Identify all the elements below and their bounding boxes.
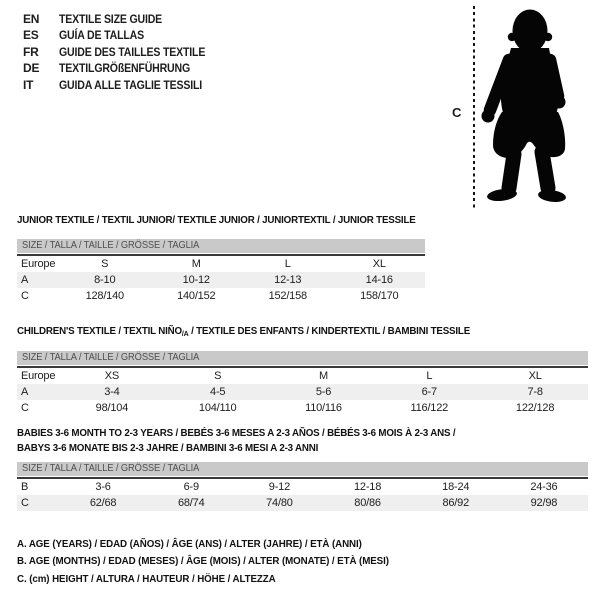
row-label: Europe: [21, 258, 56, 270]
header-separator: [17, 365, 588, 368]
junior-table-title: JUNIOR TEXTILE / TEXTIL JUNIOR/ TEXTILE …: [17, 214, 416, 226]
table-row: C 128/140 140/152 152/158 158/170: [17, 288, 425, 304]
row-label: Europe: [21, 370, 56, 382]
table-cell: 116/122: [410, 402, 449, 414]
height-measure-dashed-line: [473, 6, 475, 208]
table-cell: 3-4: [104, 386, 120, 398]
babies-table-title-line1: BABIES 3-6 MONTH TO 2-3 YEARS / BEBÉS 3-…: [17, 427, 456, 439]
size-header-label: SIZE / TALLA / TAILLE / GRÖSSE / TAGLIA: [22, 240, 200, 251]
row-label: C: [21, 497, 29, 509]
babies-table-rows: B 3-6 6-9 9-12 12-18 18-24 24-36 C 62/68 68/74 74/…: [17, 479, 588, 511]
language-guide-title: TEXTILGRÖßENFÜHRUNG: [59, 61, 191, 76]
table-cell: 92/98: [530, 497, 558, 509]
language-code: FR: [23, 44, 39, 59]
language-code: DE: [23, 61, 40, 76]
row-label: C: [21, 290, 29, 302]
table-cell: 110/116: [305, 402, 342, 414]
babies-table-title-line2: BABYS 3-6 MONATE BIS 2-3 JAHRE / BAMBINI…: [17, 442, 319, 455]
row-label: B: [21, 481, 29, 493]
table-cell: XL: [372, 258, 386, 270]
table-cell: L: [426, 370, 433, 382]
table-cell: M: [319, 370, 328, 382]
footnote-c: C. (cm) HEIGHT / ALTURA / HAUTEUR / HÖHE…: [17, 572, 276, 585]
table-cell: 98/104: [95, 402, 129, 414]
babies-size-table: SIZE / TALLA / TAILLE / GRÖSSE / TAGLIA …: [17, 462, 588, 511]
size-header-label: SIZE / TALLA / TAILLE / GRÖSSE / TAGLIA: [22, 352, 200, 363]
footnote-b: B. AGE (MONTHS) / EDAD (MESES) / ÂGE (MO…: [17, 555, 389, 568]
table-cell: 14-16: [365, 274, 393, 286]
table-cell: M: [191, 258, 201, 270]
junior-table-title-text: JUNIOR TEXTILE / TEXTIL JUNIOR/ TEXTILE …: [17, 214, 416, 226]
table-cell: 6-7: [421, 386, 438, 398]
header-separator: [17, 476, 588, 479]
height-measure-label: C: [452, 105, 462, 120]
children-table-title-post: / TEXTILE DES ENFANTS / KINDERTEXTIL / B…: [188, 325, 471, 337]
table-cell: S: [214, 370, 222, 382]
table-cell: 122/128: [515, 402, 555, 414]
row-label: A: [21, 274, 29, 286]
table-cell: 10-12: [182, 274, 210, 286]
table-row: B 3-6 6-9 9-12 12-18 18-24 24-36: [17, 479, 588, 495]
table-row: A 3-4 4-5 5-6 6-7 7-8: [17, 384, 588, 400]
table-cell: 12-13: [274, 274, 302, 286]
table-cell: 7-8: [527, 386, 543, 398]
language-guide-title: GUIDA ALLE TAGLIE TESSILI: [59, 77, 203, 92]
table-row: Europe XS S M L XL: [17, 368, 588, 384]
language-code: IT: [23, 77, 34, 92]
table-cell: 152/158: [268, 290, 308, 302]
table-cell: 3-6: [95, 481, 111, 493]
table-cell: 18-24: [442, 481, 470, 493]
header-separator: [17, 253, 425, 256]
table-cell: L: [284, 258, 291, 270]
junior-table-rows: Europe S M L XL A 8-10 10-12 12-13 14-16 C 128/140 1…: [17, 256, 425, 304]
table-cell: 140/152: [177, 290, 216, 302]
table-cell: XL: [528, 370, 542, 382]
table-row: C 98/104 104/110 110/116 116/122 122/128: [17, 400, 588, 416]
table-row: A 8-10 10-12 12-13 14-16: [17, 272, 425, 288]
table-cell: XS: [104, 370, 120, 382]
size-header-bar: SIZE / TALLA / TAILLE / GRÖSSE / TAGLIA: [17, 239, 425, 253]
size-header-label: SIZE / TALLA / TAILLE / GRÖSSE / TAGLIA: [22, 463, 200, 474]
table-cell: 12-18: [354, 481, 382, 493]
table-cell: 104/110: [198, 402, 237, 414]
table-cell: S: [101, 258, 109, 270]
children-table-title-sub: /A: [181, 329, 189, 338]
table-row: Europe S M L XL: [17, 256, 425, 272]
footnote-a: A. AGE (YEARS) / EDAD (AÑOS) / ÂGE (ANS)…: [17, 538, 362, 550]
footnotes: A. AGE (YEARS) / EDAD (AÑOS) / ÂGE (ANS)…: [17, 536, 417, 588]
language-guide-title: GUÍA DE TALLAS: [59, 28, 144, 43]
table-cell: 6-9: [183, 481, 200, 493]
row-label: A: [21, 386, 29, 398]
language-guide-title: GUIDE DES TAILLES TEXTILE: [59, 44, 206, 59]
language-title-list: EN TEXTILE SIZE GUIDE ES GUÍA DE TALLAS FR GU…: [23, 11, 225, 93]
table-cell: 86/92: [442, 497, 469, 509]
children-table-rows: Europe XS S M L XL A 3-4 4-5 5-6 6-7 7-8 C 98/104 104/…: [17, 368, 588, 416]
table-cell: 4-5: [210, 386, 226, 398]
table-cell: 74/80: [266, 497, 293, 509]
language-code: ES: [23, 28, 39, 43]
table-row: C 62/68 68/74 74/80 80/86 86/92 92/98: [17, 495, 588, 511]
size-header-bar: SIZE / TALLA / TAILLE / GRÖSSE / TAGLIA: [17, 351, 588, 365]
baby-silhouette-icon: [481, 9, 566, 203]
children-table-title: CHILDREN'S TEXTILE / TEXTIL NIÑO/A / TEX…: [17, 325, 470, 338]
table-cell: 5-6: [315, 386, 332, 398]
language-guide-title: TEXTILE SIZE GUIDE: [59, 12, 163, 26]
junior-size-table: SIZE / TALLA / TAILLE / GRÖSSE / TAGLIA …: [17, 239, 425, 304]
table-cell: 62/68: [89, 497, 117, 509]
table-cell: 8-10: [94, 274, 116, 286]
size-header-bar: SIZE / TALLA / TAILLE / GRÖSSE / TAGLIA: [17, 462, 588, 476]
row-label: C: [21, 402, 29, 414]
children-table-title-pre: CHILDREN'S TEXTILE / TEXTIL NIÑO: [17, 325, 182, 337]
children-size-table: SIZE / TALLA / TAILLE / GRÖSSE / TAGLIA …: [17, 351, 588, 416]
table-cell: 68/74: [177, 497, 205, 509]
table-cell: 24-36: [530, 481, 558, 493]
table-cell: 9-12: [268, 481, 291, 493]
table-cell: 128/140: [85, 290, 125, 302]
babies-table-title: BABIES 3-6 MONTH TO 2-3 YEARS / BEBÉS 3-…: [17, 426, 456, 457]
language-code: EN: [23, 12, 40, 26]
table-cell: 158/170: [360, 290, 399, 302]
table-cell: 80/86: [354, 497, 381, 509]
